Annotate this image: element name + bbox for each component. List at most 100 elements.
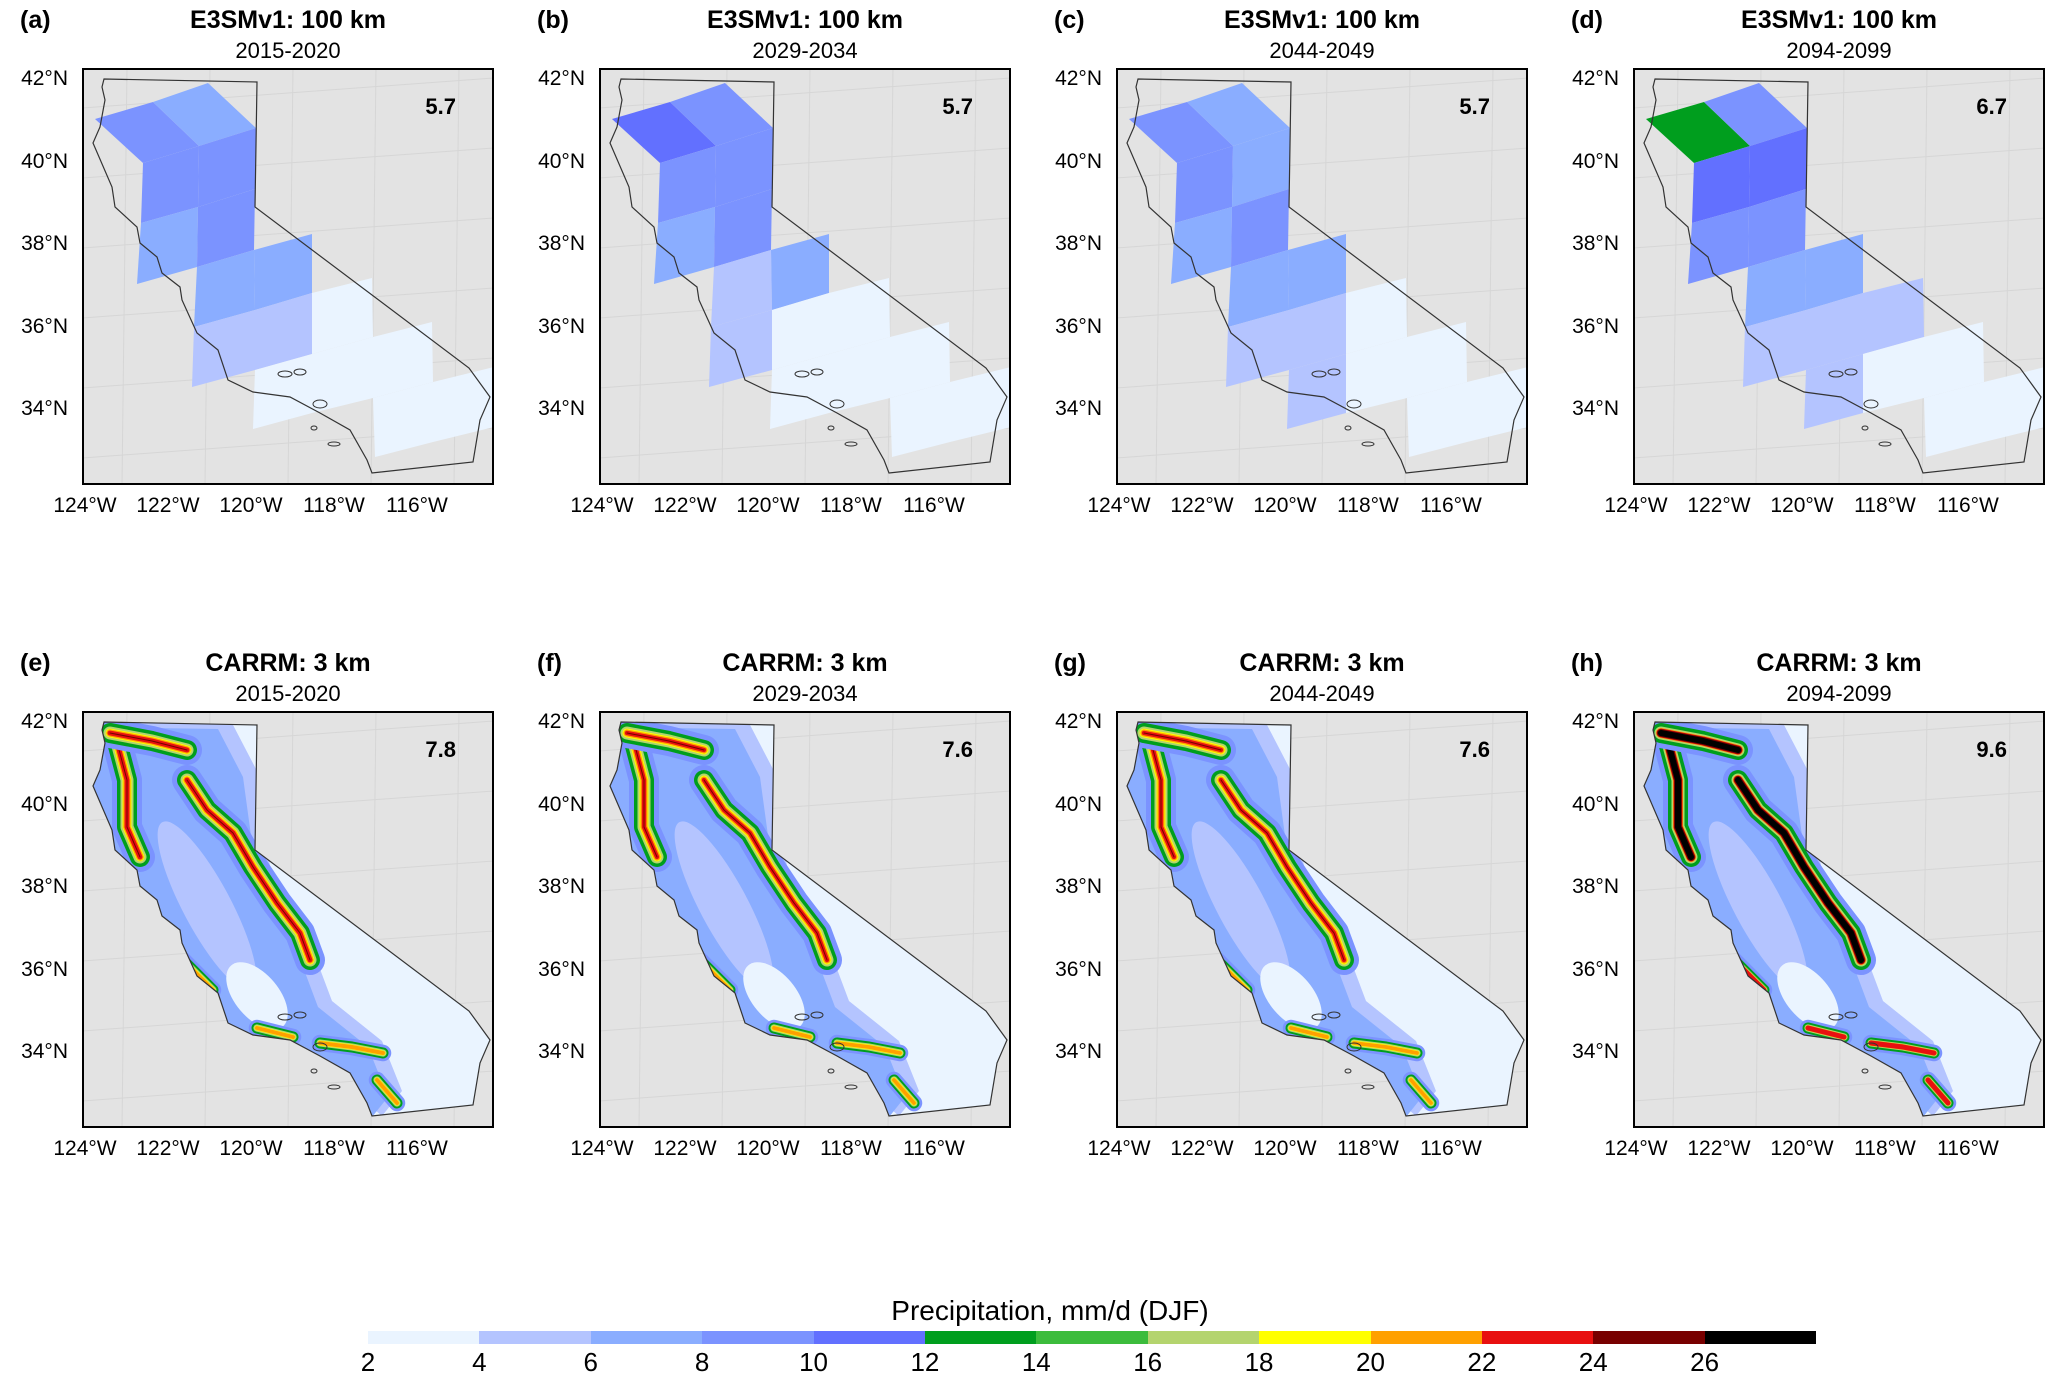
grid-cell: [670, 83, 773, 146]
graticule-line: [370, 70, 377, 483]
lon-tick-label: 116°W: [1937, 494, 1999, 517]
panel-period: 2029-2034: [752, 681, 858, 706]
grid-cell: [373, 382, 433, 457]
island-outline: [1346, 399, 1362, 409]
map-panel: (d) E3SMv1: 100 km 2094-2099 6.7 42°N 40°N…: [1571, 6, 2045, 517]
grid-cell: [1346, 337, 1407, 413]
panel-period: 2044-2049: [1269, 38, 1375, 63]
lat-tick-label: 42°N: [538, 67, 585, 90]
colorbar-tick-label: 14: [1021, 1347, 1051, 1377]
lon-tick-label: 122°W: [1170, 494, 1234, 517]
precip-contour: [1289, 1026, 1329, 1039]
grid-cell: [194, 250, 255, 327]
grid-cell: [1226, 310, 1289, 387]
precip-contour: [1868, 1040, 1937, 1056]
map-svg: [1118, 713, 1526, 1126]
grid-cell: [714, 189, 772, 267]
lat-tick-label: 34°N: [538, 1040, 585, 1063]
lon-tick-label: 124°W: [53, 494, 117, 517]
precip-contour: [186, 779, 311, 961]
map-area: 7.6: [599, 711, 1011, 1128]
colorbar-swatch: [1147, 1331, 1260, 1344]
precip-contour: [892, 1078, 916, 1105]
map-svg: [84, 70, 492, 483]
panel-period: 2094-2099: [1786, 681, 1892, 706]
grid-cell: [312, 337, 373, 413]
lon-tick-label: 116°W: [903, 494, 965, 517]
grid-cell: [253, 354, 312, 429]
colorbar-tick-label: 22: [1467, 1347, 1497, 1377]
precip-contour: [1658, 730, 1741, 753]
domain-mean-value: 5.7: [425, 94, 456, 119]
lon-tick-label: 118°W: [1854, 1137, 1916, 1160]
map-panel: (e) CARRM: 3 km 2015-2020 7.8 42°N 40°N 38°…: [20, 649, 494, 1160]
island-outline: [1844, 1011, 1858, 1019]
grid-cell: [1171, 207, 1232, 284]
grid-cell: [1863, 278, 1924, 354]
grid-cell: [312, 278, 373, 354]
lat-tick-label: 38°N: [1572, 232, 1619, 255]
map-panel: (h) CARRM: 3 km 2094-2099 9.6 42°N 40°N 38°…: [1571, 649, 2045, 1160]
grid-cell: [1692, 146, 1750, 223]
grid-cell: [1924, 322, 1984, 398]
panel-period: 2044-2049: [1269, 681, 1375, 706]
panel-label: (b): [537, 6, 569, 34]
colorbar-tick-label: 24: [1578, 1347, 1608, 1377]
island-outline: [1311, 370, 1327, 378]
map-area: 5.7: [1116, 68, 1528, 485]
colorbar-tick-label: 16: [1133, 1347, 1163, 1377]
grid-cell: [1806, 293, 1863, 370]
panel-period: 2015-2020: [235, 681, 341, 706]
graticule-line: [1921, 70, 1928, 483]
island-outline: [1327, 368, 1341, 376]
lon-tick-label: 124°W: [1604, 494, 1668, 517]
grid-cell: [829, 337, 890, 413]
grid-cell: [1704, 83, 1807, 146]
grid-cell: [709, 310, 772, 387]
island-outline: [794, 370, 810, 378]
colorbar-swatch: [813, 1331, 925, 1344]
california-outline: [1126, 721, 1525, 1117]
precip-contour: [109, 732, 188, 751]
central-valley: [743, 962, 805, 1030]
lon-tick-label: 124°W: [1087, 494, 1151, 517]
domain-mean-value: 7.6: [942, 737, 973, 762]
lat-tick-label: 40°N: [1055, 792, 1102, 816]
lon-tick-label: 122°W: [653, 1137, 717, 1160]
map-area: 9.6: [1633, 711, 2045, 1128]
lat-tick-label: 36°N: [21, 957, 68, 981]
grid-cell: [612, 102, 716, 163]
grid-cell: [1407, 382, 1467, 457]
lat-tick-label: 36°N: [1572, 314, 1619, 338]
panel-title: CARRM: 3 km: [205, 649, 371, 677]
lat-tick-label: 36°N: [1572, 957, 1619, 981]
map-panel: (a) E3SMv1: 100 km 2015-2020 5.7 42°N 40°N…: [20, 6, 494, 517]
lon-tick-label: 118°W: [820, 494, 882, 517]
lon-tick-label: 124°W: [1087, 1137, 1151, 1160]
lon-tick-label: 120°W: [736, 1137, 800, 1160]
central-valley: [1191, 821, 1291, 991]
island-outline: [827, 425, 835, 431]
grid-cell: [141, 146, 199, 223]
lat-tick-label: 38°N: [1055, 875, 1102, 898]
central-valley: [674, 821, 774, 991]
island-outline: [1828, 370, 1844, 378]
lat-tick-label: 34°N: [21, 1040, 68, 1063]
lon-tick-label: 118°W: [303, 494, 365, 517]
lon-tick-label: 124°W: [570, 1137, 634, 1160]
colorbar-swatch: [590, 1331, 703, 1344]
island-outline: [829, 399, 845, 409]
island-outline: [1361, 1084, 1375, 1090]
grid-cell: [254, 234, 312, 310]
grid-cell: [1467, 367, 1526, 442]
colorbar-swatch: [1370, 1331, 1482, 1344]
grid-cell: [153, 83, 256, 146]
panel-title: E3SMv1: 100 km: [190, 6, 386, 34]
lat-tick-label: 34°N: [1572, 1040, 1619, 1063]
precip-contour: [1146, 726, 1175, 858]
grid-cell: [1129, 102, 1233, 163]
map-svg: [601, 70, 1009, 483]
precip-contour: [375, 1078, 399, 1105]
central-valley: [157, 821, 257, 991]
